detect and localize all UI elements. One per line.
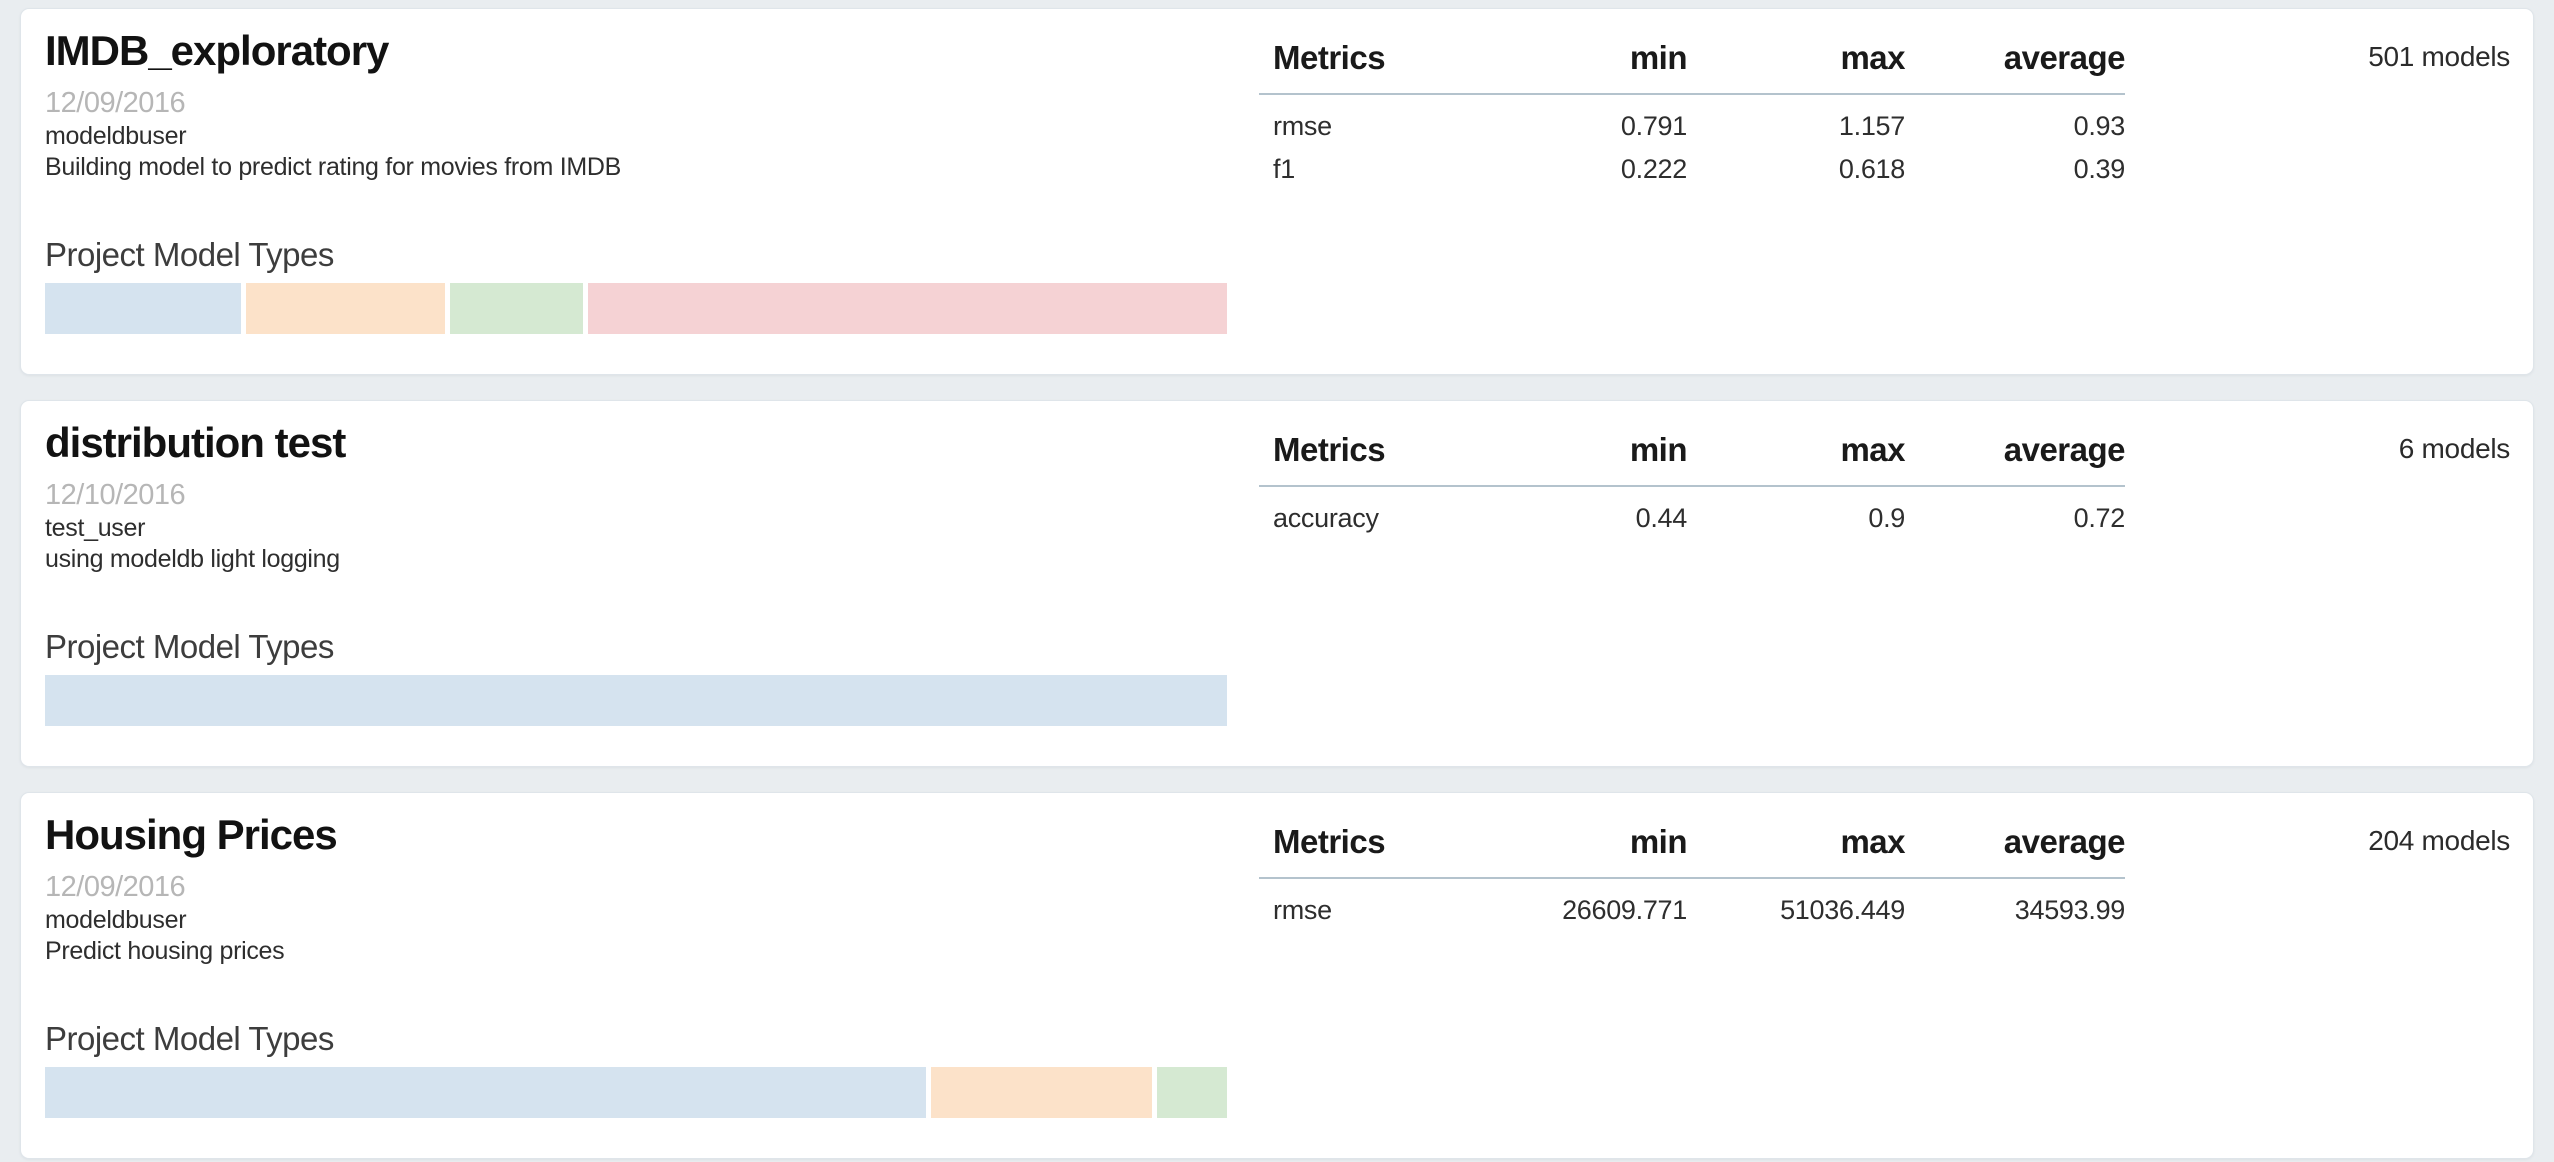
project-owner: modeldbuser (45, 122, 187, 151)
metric-max: 51036.449 (1780, 895, 1905, 925)
metric-max: 0.618 (1838, 154, 1905, 184)
metrics-header-row: Metrics min max average (1259, 821, 2126, 879)
metric-name: rmse (1273, 895, 1332, 925)
metric-min: 0.222 (1620, 154, 1687, 184)
model-types-heading: Project Model Types (45, 628, 334, 666)
metric-min: 0.791 (1620, 111, 1687, 141)
metric-row: rmse 26609.771 51036.449 34593.99 (1259, 878, 2125, 927)
models-count: 204 models (2368, 825, 2510, 856)
project-summary: IMDB_exploratory 12/09/2016 modeldbuser … (45, 27, 1250, 335)
project-card[interactable]: distribution test 12/10/2016 test_user u… (20, 400, 2534, 767)
max-col-header: max (1687, 821, 1906, 879)
metric-average: 34593.99 (2014, 895, 2126, 925)
average-col-header: average (1905, 821, 2126, 879)
metric-min: 0.44 (1635, 503, 1688, 533)
metric-name: rmse (1273, 111, 1332, 141)
average-col-header: average (1905, 429, 2126, 487)
average-col-header: average (1905, 37, 2126, 95)
metrics-table: Metrics min max average rmse 26609.771 5… (1259, 821, 2126, 927)
project-summary: Housing Prices 12/09/2016 modeldbuser Pr… (45, 811, 1250, 1119)
metrics-col-header: Metrics (1259, 821, 1509, 879)
metric-average: 0.72 (2073, 503, 2126, 533)
max-col-header: max (1687, 429, 1906, 487)
model-type-segment (587, 283, 1227, 335)
model-type-segment (930, 1067, 1153, 1119)
max-col-header: max (1687, 37, 1906, 95)
project-owner: test_user (45, 514, 146, 543)
metric-row: rmse 0.791 1.157 0.93 (1259, 94, 2125, 143)
project-description: using modeldb light logging (45, 545, 340, 574)
metrics-col-header: Metrics (1259, 37, 1509, 95)
project-owner: modeldbuser (45, 906, 187, 935)
metric-name: f1 (1273, 154, 1295, 184)
project-title[interactable]: Housing Prices (45, 811, 338, 858)
metrics-table-container: Metrics min max average accuracy 0.44 0.… (1259, 429, 2126, 535)
model-type-bar (45, 675, 1227, 727)
metric-max: 1.157 (1838, 111, 1905, 141)
project-description: Predict housing prices (45, 937, 285, 966)
min-col-header: min (1509, 37, 1688, 95)
metrics-table-container: Metrics min max average rmse 0.791 1.157… (1259, 37, 2126, 186)
model-type-segment (449, 283, 583, 335)
metrics-col-header: Metrics (1259, 429, 1509, 487)
metrics-header-row: Metrics min max average (1259, 37, 2126, 95)
metrics-table: Metrics min max average accuracy 0.44 0.… (1259, 429, 2126, 535)
model-type-segment (246, 283, 445, 335)
project-date: 12/09/2016 (45, 871, 186, 904)
metric-max: 0.9 (1868, 503, 1905, 533)
project-description: Building model to predict rating for mov… (45, 153, 621, 182)
project-title[interactable]: IMDB_exploratory (45, 27, 389, 74)
metrics-header-row: Metrics min max average (1259, 429, 2126, 487)
metric-average: 0.93 (2073, 111, 2126, 141)
project-date: 12/09/2016 (45, 87, 186, 120)
models-count: 501 models (2368, 41, 2510, 72)
project-date: 12/10/2016 (45, 479, 186, 512)
model-type-segment (45, 1067, 926, 1119)
project-card[interactable]: IMDB_exploratory 12/09/2016 modeldbuser … (20, 8, 2534, 375)
metric-row: f1 0.222 0.618 0.39 (1259, 143, 2125, 186)
metrics-table: Metrics min max average rmse 0.791 1.157… (1259, 37, 2126, 186)
model-types-heading: Project Model Types (45, 236, 334, 274)
metric-name: accuracy (1273, 503, 1379, 533)
metric-average: 0.39 (2073, 154, 2126, 184)
model-types-heading: Project Model Types (45, 1020, 334, 1058)
model-type-segment (45, 675, 1227, 727)
model-type-bar (45, 283, 1227, 335)
project-card[interactable]: Housing Prices 12/09/2016 modeldbuser Pr… (20, 792, 2534, 1159)
min-col-header: min (1509, 821, 1688, 879)
metric-row: accuracy 0.44 0.9 0.72 (1259, 486, 2125, 535)
model-type-segment (45, 283, 242, 335)
project-summary: distribution test 12/10/2016 test_user u… (45, 419, 1250, 727)
model-type-bar (45, 1067, 1227, 1119)
min-col-header: min (1509, 429, 1688, 487)
metric-min: 26609.771 (1562, 895, 1687, 925)
model-type-segment (1157, 1067, 1227, 1119)
metrics-table-container: Metrics min max average rmse 26609.771 5… (1259, 821, 2126, 927)
project-title[interactable]: distribution test (45, 419, 346, 466)
models-count: 6 models (2398, 433, 2511, 464)
